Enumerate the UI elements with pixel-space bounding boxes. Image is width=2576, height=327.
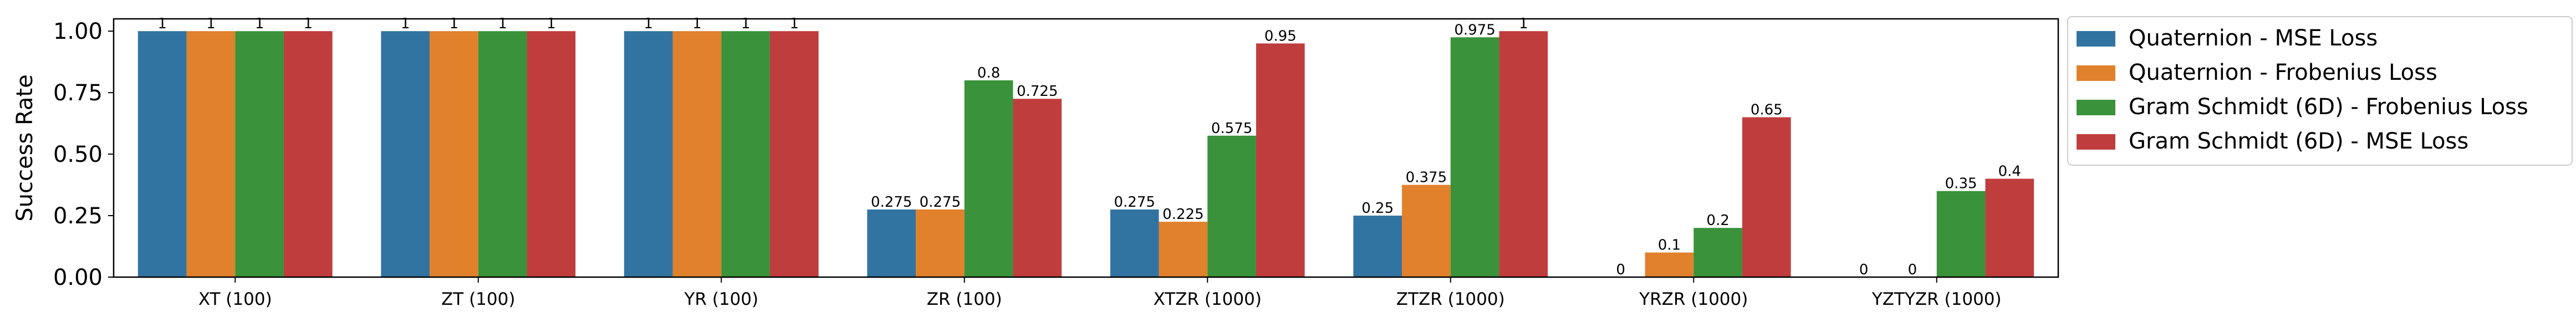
bar-data-label: 1 bbox=[304, 16, 313, 32]
x-tick-label: ZTZR (1000) bbox=[1396, 289, 1505, 309]
bar bbox=[1985, 178, 2034, 277]
bar bbox=[1110, 209, 1159, 277]
bar-data-label: 1 bbox=[157, 16, 167, 32]
x-tick-label: ZT (100) bbox=[441, 289, 515, 309]
y-tick-label: 0.50 bbox=[53, 142, 103, 167]
bar-data-label: 0 bbox=[1908, 262, 1917, 278]
bar bbox=[867, 209, 916, 277]
legend: Quaternion - MSE Loss Quaternion - Froben… bbox=[2067, 16, 2573, 166]
bar-data-label: 0.4 bbox=[1998, 163, 2021, 180]
bar bbox=[1499, 31, 1548, 277]
bar bbox=[1256, 43, 1305, 277]
bar-data-label: 0.275 bbox=[920, 194, 961, 211]
legend-swatch bbox=[2077, 65, 2115, 81]
x-tick-label: YZTYZR (1000) bbox=[1871, 289, 2002, 309]
legend-label: Quaternion - Frobenius Loss bbox=[2129, 60, 2437, 85]
legend-label: Gram Schmidt (6D) - MSE Loss bbox=[2129, 129, 2468, 154]
bar bbox=[1402, 185, 1451, 277]
y-tick-label: 0.25 bbox=[53, 203, 103, 229]
bar bbox=[283, 31, 333, 277]
x-tick-label: XTZR (1000) bbox=[1154, 289, 1262, 309]
bar-data-label: 0.725 bbox=[1017, 83, 1058, 100]
bar-data-label: 0.8 bbox=[977, 65, 1000, 81]
bar-data-label: 0 bbox=[1859, 262, 1869, 278]
bar-data-label: 0.225 bbox=[1162, 206, 1203, 223]
bar bbox=[527, 31, 576, 277]
y-tick-label: 1.00 bbox=[53, 19, 103, 44]
bar bbox=[1742, 117, 1791, 277]
bar-data-label: 0.95 bbox=[1264, 28, 1297, 44]
bar bbox=[186, 31, 236, 277]
bar-data-label: 0.275 bbox=[1114, 194, 1155, 211]
legend-swatch bbox=[2077, 100, 2115, 115]
bar bbox=[1353, 216, 1402, 277]
legend-swatch bbox=[2077, 31, 2115, 47]
bar bbox=[672, 31, 722, 277]
bar-data-label: 1 bbox=[692, 16, 702, 32]
bar-data-label: 1 bbox=[401, 16, 410, 32]
bar bbox=[1645, 252, 1694, 277]
x-tick-label: ZR (100) bbox=[927, 289, 1002, 309]
bar-data-label: 1 bbox=[255, 16, 264, 32]
bar bbox=[769, 31, 819, 277]
bar bbox=[1159, 222, 1208, 277]
bar-data-label: 1 bbox=[790, 16, 799, 32]
bar-data-label: 0.25 bbox=[1361, 200, 1394, 217]
bar-data-label: 1 bbox=[741, 16, 751, 32]
bar-data-label: 0.35 bbox=[1945, 176, 1977, 192]
bar-data-label: 0 bbox=[1616, 262, 1625, 278]
bar-data-label: 0.275 bbox=[871, 194, 912, 211]
bar bbox=[916, 209, 965, 277]
bar bbox=[137, 31, 187, 277]
legend-box bbox=[2067, 16, 2573, 166]
bar bbox=[478, 31, 527, 277]
legend-label: Gram Schmidt (6D) - Frobenius Loss bbox=[2129, 94, 2528, 120]
y-tick-label: 0.75 bbox=[53, 80, 103, 106]
bar-data-label: 1 bbox=[450, 16, 459, 32]
plot-area: 1 1 1 1 XT (100) 1 1 1 1 ZT (100) 1 1 1 1 YR (100) 0.27… bbox=[12, 16, 2059, 309]
bar-data-label: 0.375 bbox=[1406, 170, 1447, 186]
bar-data-label: 1 bbox=[206, 16, 216, 32]
legend-swatch bbox=[2077, 134, 2115, 150]
bar bbox=[1450, 37, 1499, 278]
bar-data-label: 1 bbox=[644, 16, 653, 32]
bar bbox=[1693, 228, 1742, 277]
bar bbox=[1207, 135, 1256, 277]
bar bbox=[624, 31, 673, 277]
axes-frame bbox=[113, 18, 2059, 278]
bar-data-label: 0.975 bbox=[1454, 22, 1495, 38]
bar-data-label: 1 bbox=[498, 16, 507, 32]
bar bbox=[430, 31, 478, 277]
bar-data-label: 1 bbox=[1519, 16, 1528, 32]
x-tick-label: YRZR (1000) bbox=[1639, 289, 1748, 309]
y-tick-label: 0.00 bbox=[53, 265, 103, 290]
bar bbox=[381, 31, 430, 277]
bar bbox=[964, 80, 1013, 277]
bar-data-label: 1 bbox=[547, 16, 556, 32]
bar bbox=[1013, 99, 1062, 277]
bar bbox=[721, 31, 770, 277]
bar-data-label: 0.2 bbox=[1706, 212, 1729, 229]
x-tick-label: XT (100) bbox=[198, 289, 272, 309]
y-axis-label: Success Rate bbox=[12, 74, 38, 221]
bar-data-label: 0.1 bbox=[1658, 237, 1681, 254]
x-tick-label: YR (100) bbox=[683, 289, 758, 309]
legend-label: Quaternion - MSE Loss bbox=[2129, 25, 2378, 51]
bar-data-label: 0.65 bbox=[1751, 102, 1783, 119]
bar-data-label: 0.575 bbox=[1211, 120, 1252, 137]
bar bbox=[235, 31, 284, 277]
bar bbox=[1936, 191, 1986, 277]
